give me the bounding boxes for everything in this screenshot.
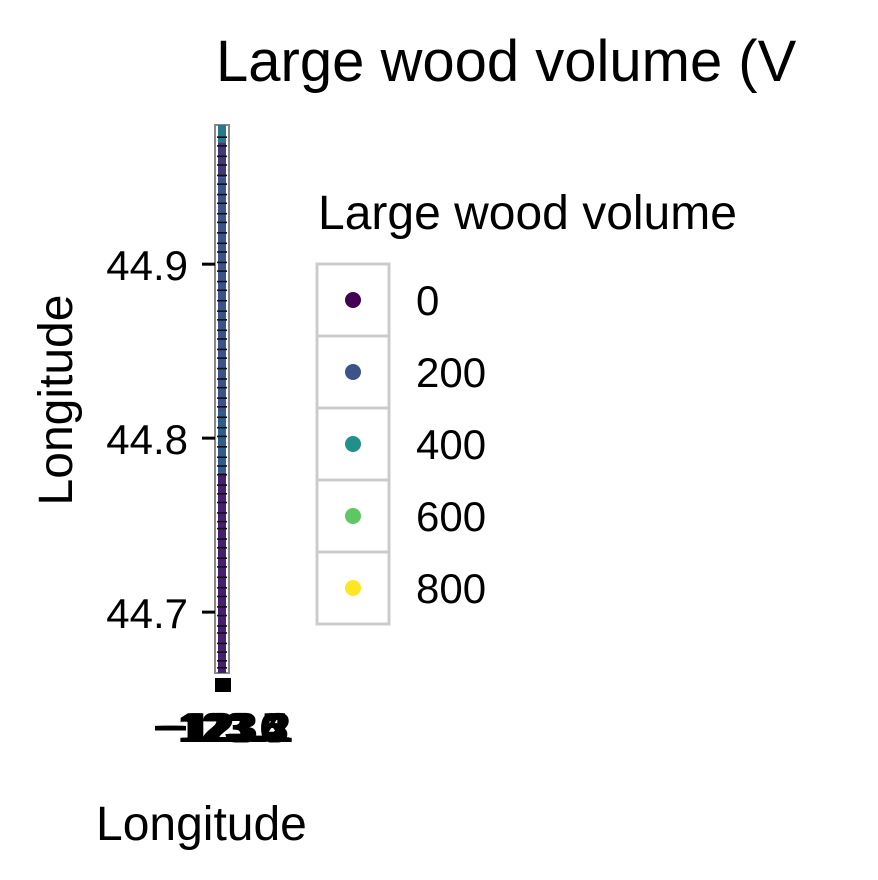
x-tick-label: −123.4 — [157, 704, 287, 751]
data-band — [218, 177, 226, 413]
y-tick-label: 44.8 — [106, 416, 188, 463]
legend-label: 400 — [416, 421, 486, 468]
x-tick-label: −123.5 — [155, 704, 285, 751]
legend-label: 800 — [416, 565, 486, 612]
x-tick-label: −123.1 — [163, 704, 293, 751]
data-band — [218, 142, 226, 178]
y-tick-label: 44.7 — [106, 590, 188, 637]
legend-swatch — [345, 580, 361, 596]
x-tick-cluster — [215, 678, 231, 692]
y-tick-label: 44.9 — [106, 242, 188, 289]
legend-swatch — [345, 436, 361, 452]
x-tick-label: −123.2 — [161, 704, 291, 751]
chart-title: Large wood volume (V — [216, 29, 797, 94]
legend-key — [315, 550, 391, 626]
legend-swatch — [345, 292, 361, 308]
legend-swatch — [345, 508, 361, 524]
data-band — [218, 125, 226, 143]
x-tick-label: −123.3 — [159, 704, 289, 751]
legend-swatch — [345, 364, 361, 380]
legend-label: 600 — [416, 493, 486, 540]
x-tick-label: −123.6 — [153, 704, 283, 751]
plot-area — [214, 124, 230, 674]
legend-key — [315, 406, 391, 482]
x-axis-label: Longitude — [96, 798, 307, 851]
data-band — [218, 472, 226, 673]
x-axis: −123.6−123.5−123.4−123.3−123.2−123.1 — [153, 678, 293, 751]
legend-label: 200 — [416, 349, 486, 396]
data-band — [218, 412, 226, 473]
legend-title: Large wood volume — [318, 187, 737, 240]
y-axis: 44.7 44.8 44.9 — [106, 242, 215, 637]
legend: Large wood volume 0 200 400 600 800 — [315, 187, 737, 626]
y-axis-label: Longitude — [30, 295, 83, 506]
legend-label: 0 — [416, 277, 439, 324]
